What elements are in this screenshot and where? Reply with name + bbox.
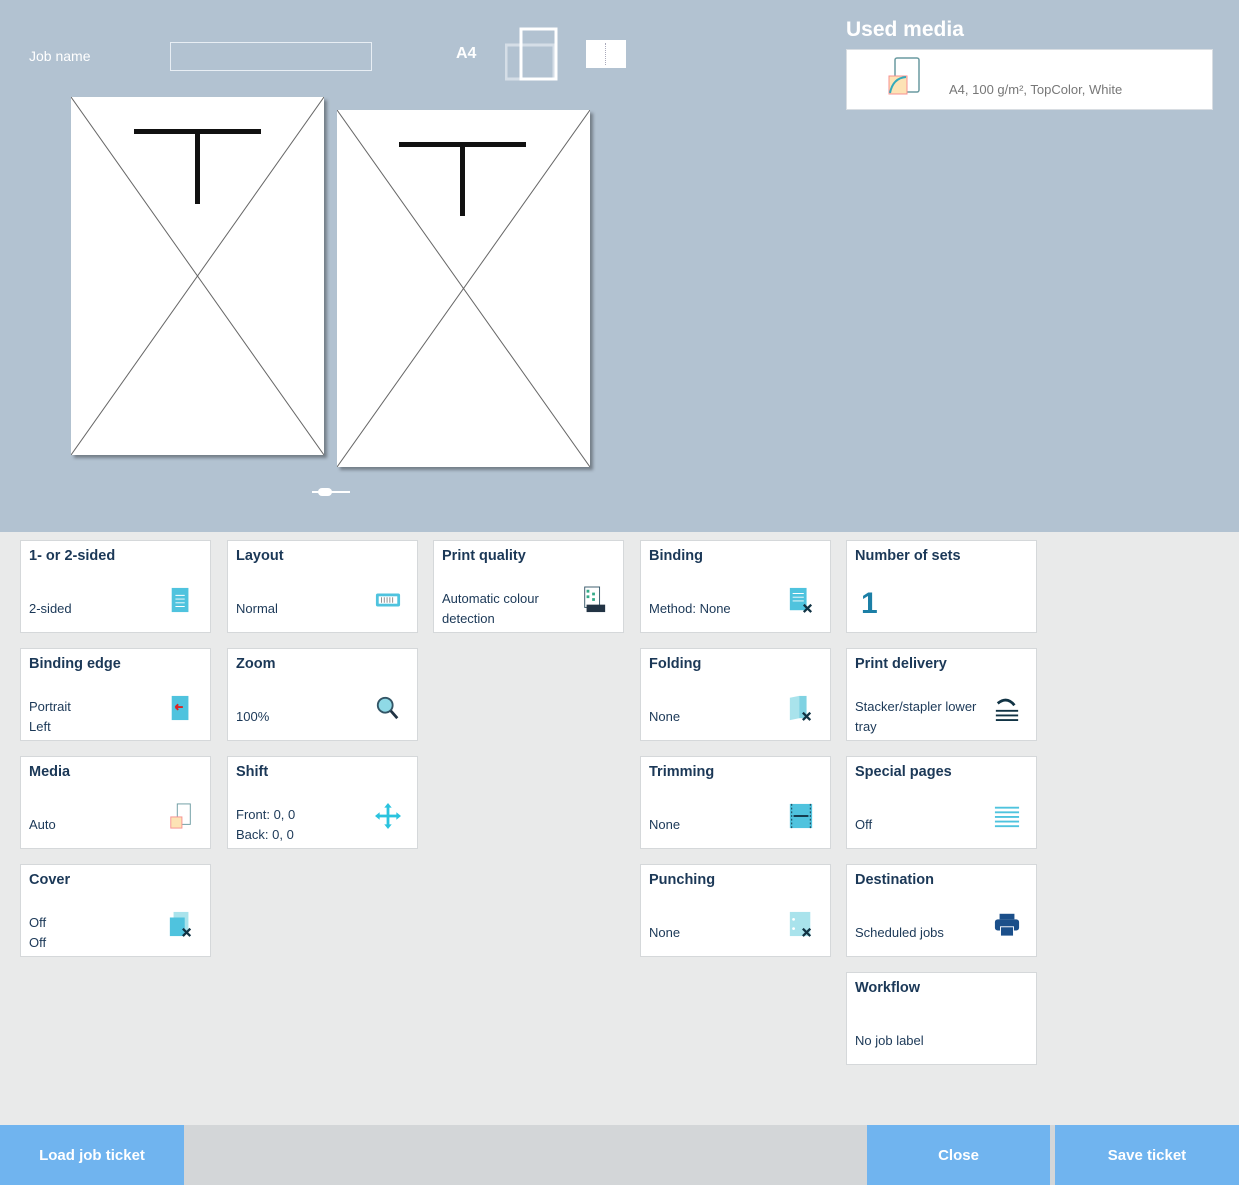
tile-value: Front: 0, 0: [236, 807, 296, 822]
tile-title: Cover: [29, 872, 71, 888]
tile-title: Shift: [236, 764, 269, 780]
tile-value: Off: [855, 817, 873, 832]
orientation-icon[interactable]: [505, 27, 560, 82]
tile-title: Binding edge: [29, 656, 121, 672]
media-icon: [170, 803, 191, 829]
layout-icon: [375, 593, 401, 607]
delivery-tray-icon: [995, 698, 1019, 721]
tile-value: Left: [29, 719, 51, 734]
tile-zoom[interactable]: Zoom 100%: [227, 648, 418, 741]
tile-value: Stacker/stapler lower: [855, 699, 977, 714]
page-preview-back: [337, 110, 590, 467]
used-media-value: A4, 100 g/m², TopColor, White: [949, 82, 1123, 97]
job-name-input[interactable]: [170, 42, 372, 71]
tile-value: Off: [29, 935, 47, 950]
save-ticket-button[interactable]: Save ticket: [1055, 1125, 1239, 1185]
tile-value: 1: [861, 587, 878, 620]
tile-title: Number of sets: [855, 548, 961, 564]
binding-none-icon: [789, 587, 813, 613]
footer-bar: [0, 1125, 1239, 1185]
tile-value: tray: [855, 719, 877, 734]
cover-none-icon: [169, 911, 192, 937]
tile-title: Punching: [649, 872, 716, 888]
tile-punching[interactable]: Punching None: [640, 864, 831, 957]
magnifier-icon: [376, 696, 399, 720]
move-arrows-icon: [375, 803, 401, 829]
tile-value: Scheduled jobs: [855, 925, 944, 940]
tile-print-delivery[interactable]: Print delivery Stacker/stapler lower tray: [846, 648, 1037, 741]
tile-binding[interactable]: Binding Method: None: [640, 540, 831, 633]
tile-number-of-sets[interactable]: Number of sets 1: [846, 540, 1037, 633]
tile-title: Media: [29, 764, 71, 780]
tile-title: Trimming: [649, 764, 715, 780]
tile-value: None: [649, 817, 681, 832]
tile-value: 100%: [236, 709, 270, 724]
tile-value: Auto: [29, 817, 56, 832]
tile-folding[interactable]: Folding None: [640, 648, 831, 741]
tile-value: 2-sided: [29, 601, 72, 616]
binding-edge-left-icon: [171, 695, 189, 721]
tile-title: Binding: [649, 548, 703, 564]
two-sided-document-icon: [171, 587, 189, 613]
tile-title: Folding: [649, 656, 702, 672]
special-pages-icon: [994, 806, 1020, 828]
tile-binding-edge[interactable]: Binding edge Portrait Left: [20, 648, 211, 741]
tile-value: None: [649, 709, 681, 724]
tile-title: Layout: [236, 548, 284, 564]
tile-title: Workflow: [855, 980, 920, 996]
tile-value: detection: [442, 611, 495, 626]
preview-slider[interactable]: [312, 488, 350, 496]
sided-toggle-icon[interactable]: [586, 40, 626, 68]
tile-title: Destination: [855, 872, 934, 888]
paper-size-label: A4: [456, 45, 477, 62]
tile-media[interactable]: Media Auto: [20, 756, 211, 849]
tile-value: Back: 0, 0: [236, 827, 294, 842]
folding-none-icon: [789, 695, 812, 721]
tile-title: Print quality: [442, 548, 526, 564]
tile-cover[interactable]: Cover Off Off: [20, 864, 211, 957]
tile-value: Portrait: [29, 699, 71, 714]
tile-value: Automatic colour: [442, 591, 539, 606]
tile-title: Print delivery: [855, 656, 947, 672]
tile-value: None: [649, 925, 681, 940]
close-button[interactable]: Close: [867, 1125, 1050, 1185]
printer-icon: [994, 913, 1020, 937]
tile-title: Special pages: [855, 764, 952, 780]
tile-trimming[interactable]: Trimming None: [640, 756, 831, 849]
punching-none-icon: [789, 911, 812, 937]
tile-1-or-2-sided[interactable]: 1- or 2-sided 2-sided: [20, 540, 211, 633]
media-icon: [888, 57, 920, 95]
print-quality-600-icon: [584, 586, 606, 613]
preview-area: Job name A4 Used media A4, 100 g/m², Top…: [0, 0, 1239, 532]
job-name-label: Job name: [29, 48, 91, 64]
tile-value: Normal: [236, 601, 278, 616]
tile-print-quality[interactable]: Print quality Automatic colour detection: [433, 540, 624, 633]
tile-layout[interactable]: Layout Normal: [227, 540, 418, 633]
tile-value: Off: [29, 915, 47, 930]
tile-value: No job label: [855, 1033, 924, 1048]
tile-workflow[interactable]: Workflow No job label: [846, 972, 1037, 1065]
tile-special-pages[interactable]: Special pages Off: [846, 756, 1037, 849]
page-preview-front: [71, 97, 324, 455]
tile-value: Method: None: [649, 601, 731, 616]
tile-title: 1- or 2-sided: [29, 548, 116, 564]
used-media-title: Used media: [846, 18, 964, 41]
tile-destination[interactable]: Destination Scheduled jobs: [846, 864, 1037, 957]
used-media-box[interactable]: A4, 100 g/m², TopColor, White: [846, 49, 1213, 110]
tile-shift[interactable]: Shift Front: 0, 0 Back: 0, 0: [227, 756, 418, 849]
tile-title: Zoom: [236, 656, 276, 672]
trimming-icon: [789, 803, 813, 829]
load-job-ticket-button[interactable]: Load job ticket: [0, 1125, 184, 1185]
